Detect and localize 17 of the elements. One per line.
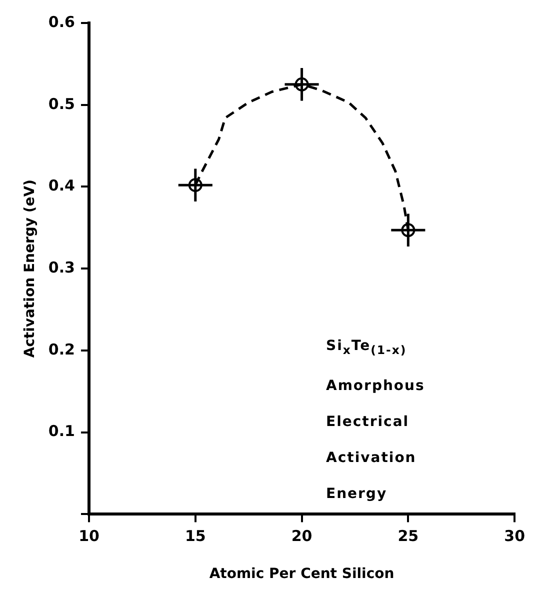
y-tick-label: 0.2	[48, 340, 75, 358]
x-tick-label: 10	[78, 527, 100, 546]
y-tick-label: 0.3	[48, 258, 75, 276]
x-axis-title: Atomic Per Cent Silicon	[209, 566, 394, 582]
x-tick-label: 30	[504, 527, 525, 546]
y-tick-label: 0.1	[48, 422, 75, 440]
text: Si$_{x}$Te$_{(1-x)}$ Amorphous Electrical Activation Energy	[326, 338, 425, 502]
point	[401, 223, 416, 238]
x-tick-label: 25	[398, 527, 419, 546]
y-tick-label: 0.5	[48, 94, 75, 113]
point	[294, 77, 309, 92]
x-tick-label: 20	[291, 527, 312, 546]
x-tick-label: 15	[184, 527, 206, 546]
y-tick-label: 0.6	[48, 12, 75, 31]
y-tick-label: 0.4	[48, 176, 75, 195]
y-axis-title: Activation Energy (eV)	[22, 179, 38, 358]
point	[188, 178, 202, 192]
